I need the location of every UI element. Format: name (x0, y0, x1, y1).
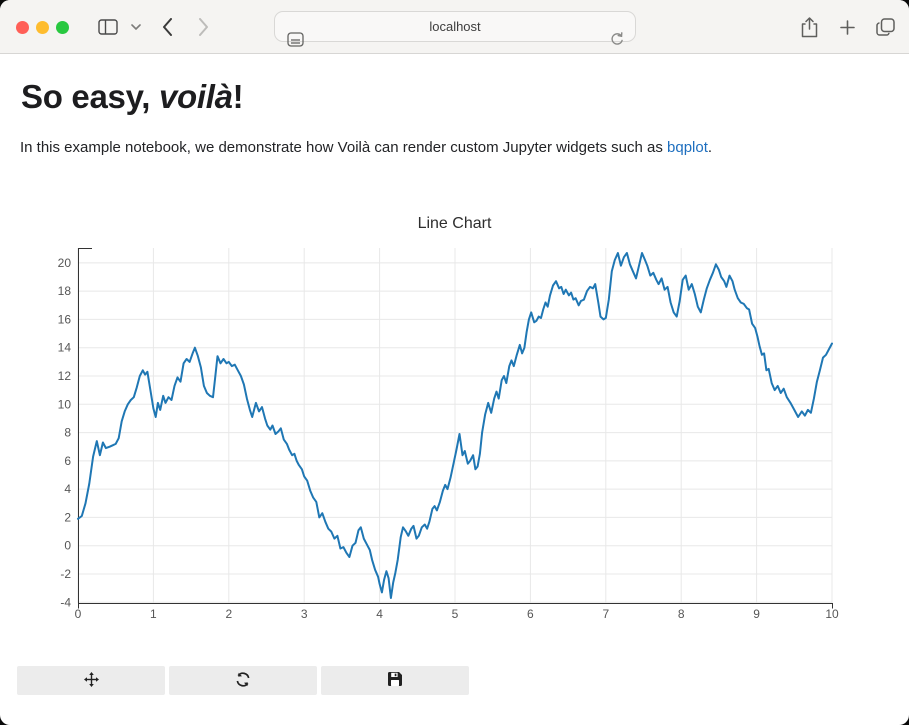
back-icon[interactable] (156, 0, 178, 54)
y-tick-label: 6 (64, 454, 71, 468)
bqplot-link[interactable]: bqplot (667, 139, 708, 156)
tabs-overview-icon[interactable] (872, 0, 898, 54)
data-line (77, 252, 833, 599)
y-axis-line (78, 248, 92, 603)
x-tick-label: 0 (75, 607, 82, 621)
refresh-button[interactable] (169, 666, 317, 695)
y-tick-label: 20 (58, 256, 72, 270)
y-tick-label: 12 (58, 369, 72, 383)
y-tick-label: 18 (58, 284, 72, 298)
minimize-window-button[interactable] (36, 21, 49, 34)
x-tick-label: 10 (825, 607, 839, 621)
y-tick-label: 4 (64, 482, 71, 496)
reload-icon[interactable] (605, 12, 629, 66)
chevron-down-icon[interactable] (128, 0, 144, 54)
x-tick-label: 5 (452, 607, 459, 621)
url-text: localhost (429, 19, 481, 34)
x-tick-label: 3 (301, 607, 308, 621)
figure-toolbar (17, 666, 469, 695)
x-tick-label: 6 (527, 607, 534, 621)
page-title: So easy, voilà! (21, 78, 244, 115)
address-bar[interactable]: localhost (274, 11, 636, 47)
share-icon[interactable] (797, 0, 821, 54)
move-icon (83, 671, 99, 690)
intro-paragraph: In this example notebook, we demonstrate… (20, 139, 713, 156)
page-format-icon[interactable] (283, 12, 307, 66)
page-title-italic: voilà (158, 78, 233, 115)
save-icon (388, 672, 402, 689)
zoom-window-button[interactable] (56, 21, 69, 34)
browser-titlebar: localhost (0, 0, 909, 54)
y-tick-label: 16 (58, 312, 72, 326)
x-tick-label: 9 (753, 607, 760, 621)
x-axis-line (78, 603, 833, 609)
forward-icon[interactable] (192, 0, 214, 54)
x-tick-label: 1 (150, 607, 157, 621)
x-tick-label: 7 (602, 607, 609, 621)
y-tick-label: 2 (64, 510, 71, 524)
close-window-button[interactable] (16, 21, 29, 34)
y-tick-label: 8 (64, 426, 71, 440)
refresh-icon (235, 671, 251, 690)
chart-title: Line Chart (417, 215, 492, 232)
y-tick-label: 0 (64, 539, 71, 553)
y-tick-label: -2 (60, 567, 71, 581)
y-tick-label: 14 (58, 341, 72, 355)
y-tick-label: -4 (60, 595, 71, 609)
new-tab-icon[interactable] (836, 0, 858, 54)
x-tick-label: 8 (678, 607, 685, 621)
pan-button[interactable] (17, 666, 165, 695)
sidebar-icon[interactable] (95, 0, 121, 54)
x-tick-label: 2 (225, 607, 232, 621)
x-tick-label: 4 (376, 607, 383, 621)
save-button[interactable] (321, 666, 469, 695)
y-tick-label: 10 (58, 397, 72, 411)
